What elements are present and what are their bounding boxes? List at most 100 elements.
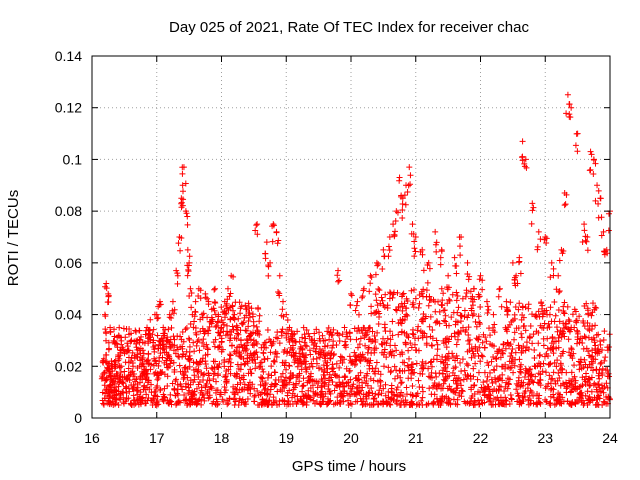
data-point (128, 354, 135, 361)
data-point (184, 221, 191, 228)
data-point (191, 318, 198, 325)
data-point (108, 376, 115, 383)
data-point (276, 272, 283, 279)
data-point (583, 370, 590, 377)
data-point (538, 300, 545, 307)
data-point (239, 321, 246, 328)
data-point (251, 398, 258, 405)
data-point (540, 335, 547, 342)
data-point (551, 318, 558, 325)
chart-title: Day 025 of 2021, Rate Of TEC Index for r… (169, 19, 529, 36)
data-point (427, 359, 434, 366)
data-point (593, 401, 600, 408)
data-point (519, 393, 526, 400)
data-point (290, 386, 297, 393)
data-point (245, 300, 252, 307)
data-point (314, 391, 321, 398)
data-point (401, 300, 408, 307)
data-point (165, 399, 172, 406)
data-point (269, 238, 276, 245)
data-point (329, 344, 336, 351)
data-point (455, 331, 462, 338)
data-point (564, 398, 571, 405)
data-point (566, 101, 573, 108)
data-point (388, 385, 395, 392)
x-tick-label: 18 (214, 430, 230, 446)
data-point (218, 324, 225, 331)
data-point (522, 327, 529, 334)
data-point (367, 375, 374, 382)
data-point (526, 333, 533, 340)
x-tick-label: 17 (149, 430, 165, 446)
data-point (197, 295, 204, 302)
data-point (253, 323, 260, 330)
data-point (456, 392, 463, 399)
data-point (583, 345, 590, 352)
data-point (571, 324, 578, 331)
data-point (111, 361, 118, 368)
data-point (563, 324, 570, 331)
data-point (411, 341, 418, 348)
data-point (403, 311, 410, 318)
data-point (530, 331, 537, 338)
data-point (359, 351, 366, 358)
data-point (595, 200, 602, 207)
data-point (414, 327, 421, 334)
data-point (515, 306, 522, 313)
data-point (577, 389, 584, 396)
data-point (125, 395, 132, 402)
data-point (456, 234, 463, 241)
data-point (584, 364, 591, 371)
data-point (390, 396, 397, 403)
data-point (132, 378, 139, 385)
data-point (224, 401, 231, 408)
data-point (470, 310, 477, 317)
data-point (465, 311, 472, 318)
data-point (117, 369, 124, 376)
data-point (307, 396, 314, 403)
data-point (397, 374, 404, 381)
data-point (289, 342, 296, 349)
data-point (460, 324, 467, 331)
data-point (130, 373, 137, 380)
data-point (508, 395, 515, 402)
data-point (589, 309, 596, 316)
data-point (596, 349, 603, 356)
data-point (237, 310, 244, 317)
data-point (471, 391, 478, 398)
data-point (283, 381, 290, 388)
data-point (548, 259, 555, 266)
y-tick-label: 0.06 (55, 255, 82, 271)
data-point (503, 304, 510, 311)
data-point (111, 333, 118, 340)
data-point (302, 342, 309, 349)
data-point (409, 369, 416, 376)
data-point (190, 324, 197, 331)
data-point (106, 393, 113, 400)
data-point (112, 340, 119, 347)
data-point (161, 385, 168, 392)
data-point (452, 400, 459, 407)
data-point (340, 398, 347, 405)
data-point (190, 359, 197, 366)
data-point (128, 401, 135, 408)
data-point (598, 232, 605, 239)
data-point (543, 350, 550, 357)
data-point (442, 373, 449, 380)
data-point (521, 160, 528, 167)
data-point (289, 337, 296, 344)
data-point (550, 265, 557, 272)
data-point (479, 353, 486, 360)
data-point (346, 368, 353, 375)
data-point (122, 334, 129, 341)
data-point (553, 324, 560, 331)
data-point (435, 298, 442, 305)
data-point (300, 382, 307, 389)
data-point (522, 156, 529, 163)
data-point (556, 318, 563, 325)
data-point (574, 334, 581, 341)
data-point (174, 270, 181, 277)
data-point (375, 321, 382, 328)
data-point (133, 344, 140, 351)
